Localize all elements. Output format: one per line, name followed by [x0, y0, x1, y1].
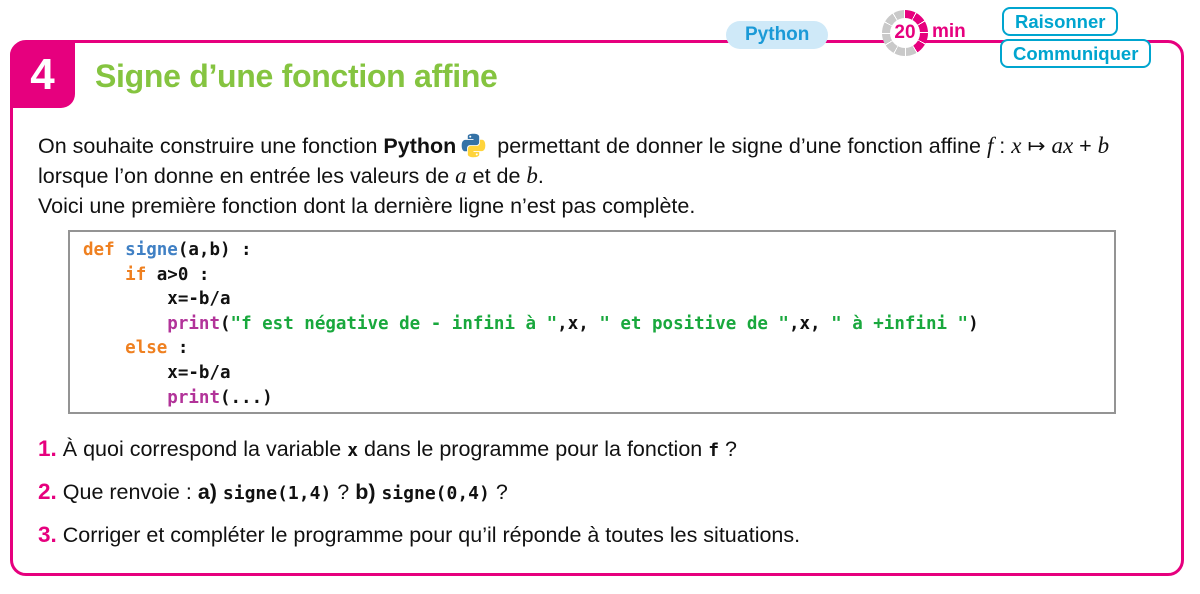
text-segment: + [1073, 134, 1098, 158]
code-token: a>0 : [146, 264, 210, 285]
question-2-text: Que renvoie : a) signe(1,4) ? b) signe(0… [63, 480, 508, 504]
code-token: ,x, [788, 313, 832, 334]
code-line: print("f est négative de - infini à ",x,… [83, 312, 1114, 337]
text-segment: On souhaite construire une fonction [38, 134, 384, 158]
code-token: def [83, 240, 115, 260]
code-token: " et positive de " [599, 313, 789, 334]
python-badge: Python [726, 21, 829, 49]
text-segment: À quoi correspond la variable [62, 437, 348, 461]
code-line: print(...) [83, 386, 1114, 411]
text-segment: lorsque l’on donne en entrée les valeurs… [38, 164, 456, 188]
code-token [115, 240, 126, 260]
text-segment: Corriger et compléter le programme pour … [62, 523, 801, 547]
text-segment: permettant de donner le signe d’une fonc… [491, 134, 987, 158]
text-segment: b [1097, 133, 1110, 158]
question-2: 2. Que renvoie : a) signe(1,4) ? b) signe… [38, 479, 1158, 505]
text-segment: a) [197, 480, 223, 504]
skill-badge-raisonner: Raisonner [1002, 7, 1119, 36]
code-token: else [125, 338, 168, 359]
code-token [83, 265, 125, 285]
code-token: ,x, [557, 313, 600, 334]
code-token [83, 338, 125, 358]
intro-line-1: On souhaite construire une fonction Pyth… [38, 131, 1156, 161]
code-line: x=-b/a [83, 361, 1114, 386]
question-3: 3. Corriger et compléter le programme pou… [38, 522, 1158, 548]
timer-icon: 20 [882, 10, 928, 56]
intro-line-1-pre: On souhaite construire une fonction Pyth… [38, 134, 456, 158]
code-token: signe [125, 240, 178, 260]
question-1-number: 1. [38, 436, 57, 461]
code-token: "f est négative de - infini à " [230, 313, 558, 334]
text-segment: signe(0,4) [381, 483, 490, 504]
intro-paragraph: On souhaite construire une fonction Pyth… [38, 131, 1156, 221]
python-logo-icon [461, 133, 486, 158]
text-segment: Que renvoie : [62, 480, 198, 504]
timer-unit: min [932, 21, 966, 42]
text-segment: et de [466, 164, 527, 188]
intro-line-3: Voici une première fonction dont la dern… [38, 191, 1156, 221]
question-1-text: À quoi correspond la variable x dans le … [63, 437, 737, 461]
code-token: ( [219, 313, 231, 334]
exercise-title: Signe d’une fonction affine [95, 58, 498, 94]
code-token: print [167, 313, 220, 334]
text-segment: dans le programme pour la fonction [358, 437, 709, 461]
text-segment: x [347, 440, 359, 461]
text-segment: Voici une première fonction dont la dern… [38, 194, 696, 218]
text-segment: f [708, 440, 720, 461]
question-3-number: 3. [38, 522, 57, 547]
exercise-number: 4 [10, 42, 75, 108]
text-segment: b) [355, 480, 382, 504]
code-token: x=-b/a [83, 362, 231, 383]
code-block: def signe(a,b) : if a>0 : x=-b/a print("… [68, 230, 1116, 414]
question-1: 1. À quoi correspond la variable x dans l… [38, 436, 1158, 462]
code-token: (...) [219, 387, 273, 408]
text-segment: ax [1051, 133, 1074, 158]
code-token: ) [968, 313, 979, 334]
code-line: if a>0 : [83, 263, 1114, 288]
code-token [83, 314, 167, 334]
code-token: (a,b) : [177, 240, 252, 260]
code-line: x=-b/a [83, 287, 1114, 312]
question-3-text: Corriger et compléter le programme pour … [63, 523, 800, 547]
intro-line-1-post: permettant de donner le signe d’une fonc… [491, 133, 1110, 158]
code-token: print [167, 387, 220, 408]
timer-value: 20 [894, 22, 916, 43]
code-line: else : [83, 336, 1114, 361]
text-segment: f [986, 133, 994, 158]
question-2-number: 2. [38, 479, 57, 504]
text-segment: a [455, 163, 467, 188]
code-token: : [167, 338, 189, 359]
text-segment: ? [331, 480, 356, 504]
text-segment: ? [719, 437, 738, 461]
text-segment: . [537, 164, 544, 188]
intro-line-2: lorsque l’on donne en entrée les valeurs… [38, 161, 1156, 191]
code-token [83, 388, 167, 408]
skill-badge-communiquer: Communiquer [1000, 39, 1152, 68]
text-segment: x [1011, 133, 1022, 158]
text-segment: Python [383, 134, 457, 158]
code-token: x=-b/a [83, 289, 231, 310]
text-segment: : [993, 134, 1012, 158]
text-segment: signe(1,4) [222, 483, 332, 504]
text-segment: b [526, 163, 538, 188]
code-line: def signe(a,b) : [83, 238, 1114, 263]
code-token: if [125, 264, 147, 285]
text-segment: ? [489, 480, 508, 504]
code-token: " à +infini " [831, 313, 969, 334]
text-segment: ↦ [1021, 134, 1052, 158]
